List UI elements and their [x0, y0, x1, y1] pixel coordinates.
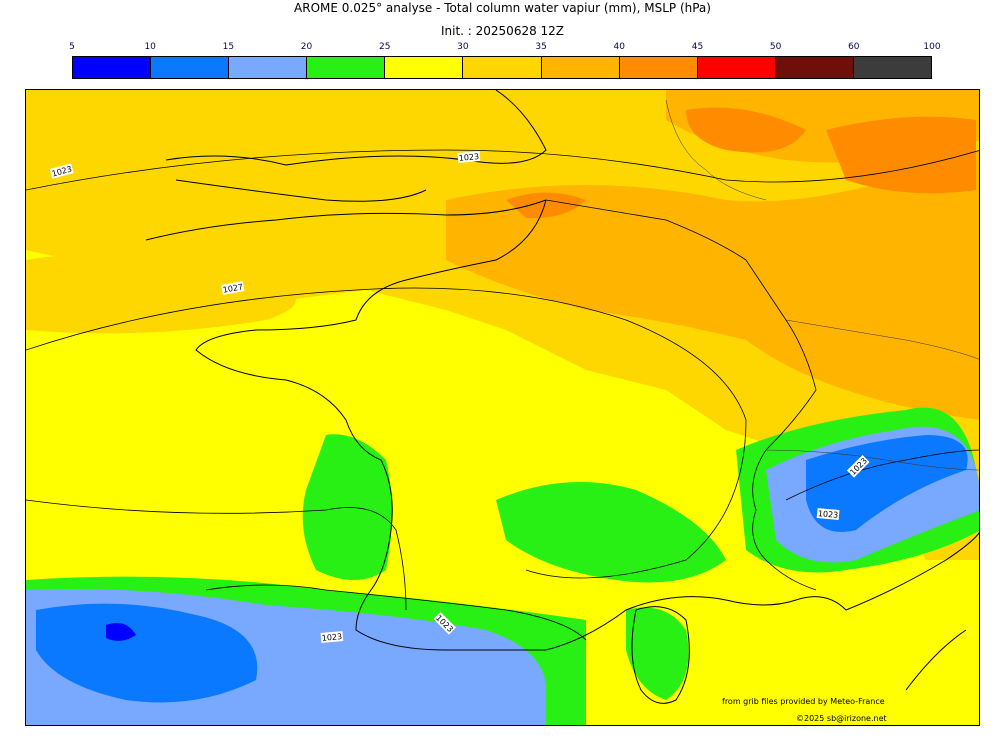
isobar-label-6: 1023	[320, 631, 344, 643]
isobar-label-3: 1027	[221, 281, 245, 295]
credit-source: from grib files provided by Meteo-France	[722, 697, 885, 706]
coastline-corsica	[631, 606, 690, 704]
colorbar-tick-label: 25	[378, 42, 391, 52]
field-blue-pyrenees	[36, 603, 258, 703]
isobar-label-text: 1027	[222, 282, 244, 294]
isobar-2	[26, 287, 747, 579]
colorbar-tick-label: 60	[848, 42, 860, 52]
border-east	[545, 199, 817, 591]
field-deepblue	[106, 622, 136, 641]
colorbar-tick-label: 35	[535, 42, 547, 52]
coastline-uk	[145, 90, 547, 241]
border-inner	[665, 99, 979, 471]
colorbar-segment	[619, 57, 698, 78]
isobar-label-text: 1023	[818, 509, 839, 520]
field-blue-alps	[806, 435, 968, 532]
colorbar-tick-label: 30	[457, 42, 469, 52]
field-band-35-40	[446, 150, 979, 420]
isobar-label-text: 1023	[321, 632, 342, 643]
isobar-5	[785, 449, 979, 501]
colorbar-tick-label: 15	[222, 42, 235, 52]
field-band-40-45-b	[506, 192, 586, 219]
coastline-france	[195, 199, 847, 651]
colorbar-ticks: 5 10 15 20 25 30 35 40 45 50 60 100	[69, 42, 940, 54]
colorbar-segment	[463, 57, 542, 78]
colorbar-tick-label: 5	[69, 42, 75, 52]
colorbar-segment	[151, 57, 230, 78]
isobar-label-2: 1023	[457, 151, 481, 163]
field-green-center	[496, 482, 726, 583]
colorbar-segment	[541, 57, 620, 78]
colorbar-tick-label: 20	[300, 42, 313, 52]
isobar-3	[26, 499, 407, 611]
colorbar-tick-label: 40	[613, 42, 625, 52]
colorbar-segment	[775, 57, 854, 78]
isobar-label-5: 1023	[816, 508, 840, 520]
coastline-italy	[845, 532, 979, 691]
isobar-1	[26, 149, 979, 191]
colorbar-tick-label: 50	[769, 42, 782, 52]
colorbar-segment	[697, 57, 776, 78]
colorbar	[72, 56, 932, 79]
colorbar-segment	[73, 57, 152, 78]
field-green-corsica	[626, 607, 689, 700]
colorbar-segment	[307, 57, 386, 78]
map-canvas: 1023 1023 1027 1023 1023 1023 1023	[26, 90, 979, 725]
field-band-40-45	[686, 107, 806, 153]
field-band-30-35-b	[26, 253, 296, 334]
colorbar-tick-label: 10	[144, 42, 156, 52]
isobar-4	[205, 584, 587, 641]
credit-author: ©2025 sb@irizone.net	[796, 714, 887, 723]
colorbar-segment	[229, 57, 308, 78]
chart-subtitle: Init. : 20250628 12Z	[440, 24, 565, 38]
isobar-label-text: 1023	[458, 152, 479, 163]
colorbar-segment	[853, 57, 932, 78]
colorbar-tick-label: 100	[923, 42, 941, 52]
weather-map: 1023 1023 1027 1023 1023 1023 1023	[25, 89, 980, 726]
colorbar-tick-label: 45	[691, 42, 704, 52]
colorbar-segment	[385, 57, 464, 78]
chart-title: AROME 0.025° analyse - Total column wate…	[294, 1, 711, 15]
field-band-40-45-c	[826, 116, 976, 194]
